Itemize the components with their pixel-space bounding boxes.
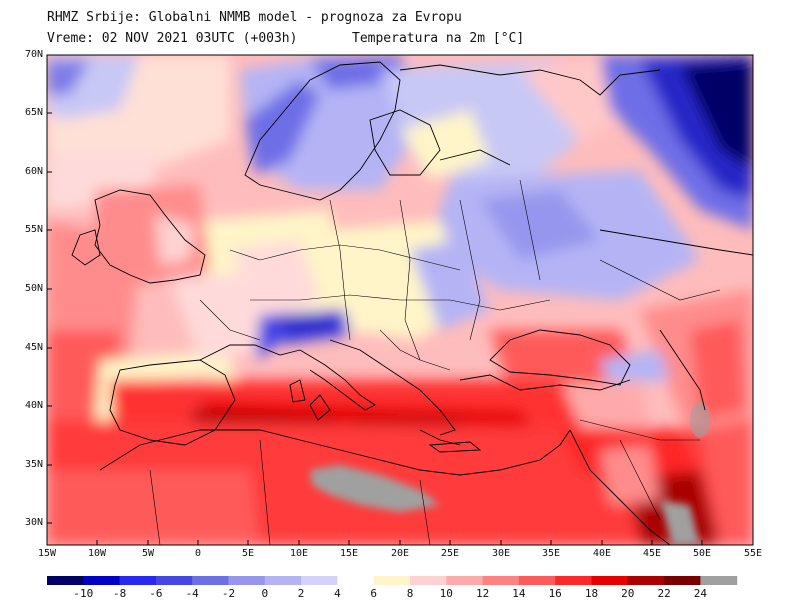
legend-swatch xyxy=(700,576,738,585)
lon-label: 40E xyxy=(592,548,612,559)
lat-label: 60N xyxy=(24,166,43,177)
lat-label: 55N xyxy=(24,224,43,235)
legend-label: -4 xyxy=(185,587,199,600)
legend-swatch xyxy=(264,576,302,585)
legend-label: 2 xyxy=(297,587,305,600)
legend-label: 0 xyxy=(261,587,269,600)
lon-label: 55E xyxy=(743,548,763,559)
lon-label: 10E xyxy=(289,548,309,559)
lon-label: 20E xyxy=(390,548,410,559)
legend-swatch xyxy=(410,576,447,585)
lat-label: 35N xyxy=(24,459,43,470)
legend-swatch xyxy=(373,576,411,585)
map-field xyxy=(47,55,753,545)
legend-swatch xyxy=(446,576,484,585)
variable-label: Temperatura na 2m [°C] xyxy=(352,31,525,46)
legend-swatch xyxy=(83,576,121,585)
legend-swatch xyxy=(192,576,229,585)
lon-label: 50E xyxy=(692,548,712,559)
legend-swatch xyxy=(119,576,157,585)
legend-swatch xyxy=(155,576,193,585)
legend-swatch xyxy=(627,576,665,585)
legend-colorbar xyxy=(47,576,738,585)
lon-label: 25E xyxy=(440,548,460,559)
legend-label: 22 xyxy=(657,587,671,600)
legend-label: -8 xyxy=(112,587,127,600)
map-title: RHMZ Srbije: Globalni NMMB model - progn… xyxy=(47,10,462,25)
legend-swatch xyxy=(518,576,556,585)
axis-ticks xyxy=(46,54,754,545)
lon-label: 5W xyxy=(141,548,155,559)
legend-label: 14 xyxy=(512,587,526,600)
legend-swatch xyxy=(47,576,84,585)
lat-label: 45N xyxy=(24,342,43,353)
borders xyxy=(149,179,721,545)
legend-swatch xyxy=(228,576,266,585)
legend-label: -2 xyxy=(221,587,236,600)
lat-label: 30N xyxy=(24,517,43,528)
legend-label: 8 xyxy=(406,587,414,600)
legend-label: 20 xyxy=(621,587,635,600)
legend-label: -10 xyxy=(73,587,94,600)
lon-label: 15E xyxy=(339,548,359,559)
legend-label: 6 xyxy=(370,587,377,600)
lon-label: 15W xyxy=(37,548,57,559)
lat-label: 70N xyxy=(24,49,43,60)
legend-swatch xyxy=(482,576,520,585)
legend-label: -6 xyxy=(149,587,163,600)
legend-label: 24 xyxy=(693,587,708,600)
legend-label: 4 xyxy=(334,587,341,600)
legend-label: 12 xyxy=(475,587,490,600)
legend-swatch xyxy=(337,576,375,585)
lon-label: 0 xyxy=(194,548,202,559)
legend-swatch xyxy=(591,576,629,585)
lon-label: 35E xyxy=(541,548,561,559)
lon-label: 10W xyxy=(87,548,107,559)
lon-label: 30E xyxy=(491,548,511,559)
forecast-time: Vreme: 02 NOV 2021 03UTC (+003h) xyxy=(47,31,298,46)
lat-label: 50N xyxy=(24,283,43,294)
legend-swatch xyxy=(555,576,592,585)
lat-label: 40N xyxy=(24,400,43,411)
lon-label: 45E xyxy=(642,548,662,559)
legend-swatch xyxy=(664,576,701,585)
legend-label: 18 xyxy=(584,587,599,600)
lat-label: 65N xyxy=(24,107,43,118)
coastlines xyxy=(71,61,753,545)
legend-swatch xyxy=(301,576,338,585)
legend-label: 16 xyxy=(548,587,562,600)
lon-label: 5E xyxy=(241,548,255,559)
legend-label: 10 xyxy=(439,587,453,600)
